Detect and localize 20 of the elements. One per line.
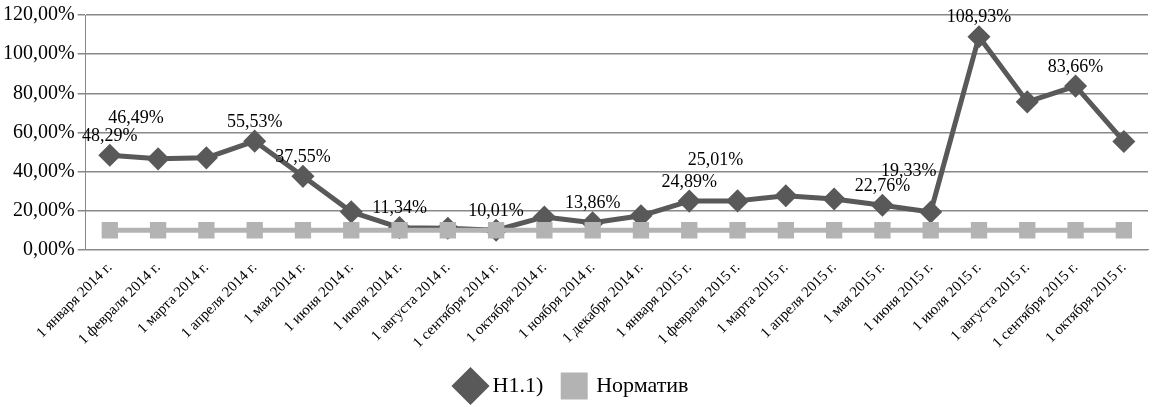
data-label: 108,93% <box>946 6 1012 27</box>
data-label: 25,01% <box>687 148 744 169</box>
data-label: 55,53% <box>226 110 283 131</box>
y-tick-label: 80,00% <box>12 80 75 103</box>
y-tick-label: 120,00% <box>2 2 75 25</box>
y-tick-label: 20,00% <box>12 197 75 220</box>
data-label: 10,01% <box>468 199 524 220</box>
data-label: 24,89% <box>661 170 718 191</box>
data-label: 11,34% <box>372 197 427 218</box>
legend-label: Н1.1) <box>492 371 544 397</box>
y-tick-label: 0,00% <box>22 237 75 260</box>
legend-label: Норматив <box>596 371 689 397</box>
data-label: 37,55% <box>275 146 331 167</box>
y-tick-label: 100,00% <box>2 41 75 64</box>
data-label: 46,49% <box>108 106 164 127</box>
data-label: 48,29% <box>82 125 138 146</box>
data-label: 83,66% <box>1047 55 1104 76</box>
y-tick-label: 40,00% <box>12 158 75 181</box>
data-label: 13,86% <box>564 192 621 213</box>
y-tick-label: 60,00% <box>12 119 75 142</box>
